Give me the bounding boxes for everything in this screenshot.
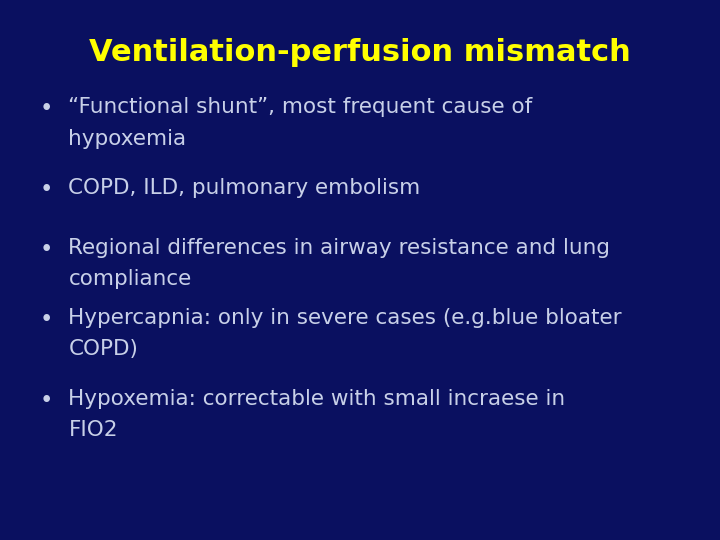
Text: •: • xyxy=(40,389,53,412)
Text: •: • xyxy=(40,178,53,201)
Text: hypoxemia: hypoxemia xyxy=(68,129,186,148)
Text: FIO2: FIO2 xyxy=(68,420,118,440)
Text: Hypercapnia: only in severe cases (e.g.blue bloater: Hypercapnia: only in severe cases (e.g.b… xyxy=(68,308,622,328)
Text: COPD, ILD, pulmonary embolism: COPD, ILD, pulmonary embolism xyxy=(68,178,420,198)
Text: •: • xyxy=(40,97,53,120)
Text: Hypoxemia: correctable with small incraese in: Hypoxemia: correctable with small incrae… xyxy=(68,389,565,409)
Text: •: • xyxy=(40,308,53,331)
Text: Regional differences in airway resistance and lung: Regional differences in airway resistanc… xyxy=(68,238,611,258)
Text: compliance: compliance xyxy=(68,269,192,289)
Text: COPD): COPD) xyxy=(68,339,138,359)
Text: “Functional shunt”, most frequent cause of: “Functional shunt”, most frequent cause … xyxy=(68,97,533,117)
Text: Ventilation-perfusion mismatch: Ventilation-perfusion mismatch xyxy=(89,38,631,67)
Text: •: • xyxy=(40,238,53,261)
